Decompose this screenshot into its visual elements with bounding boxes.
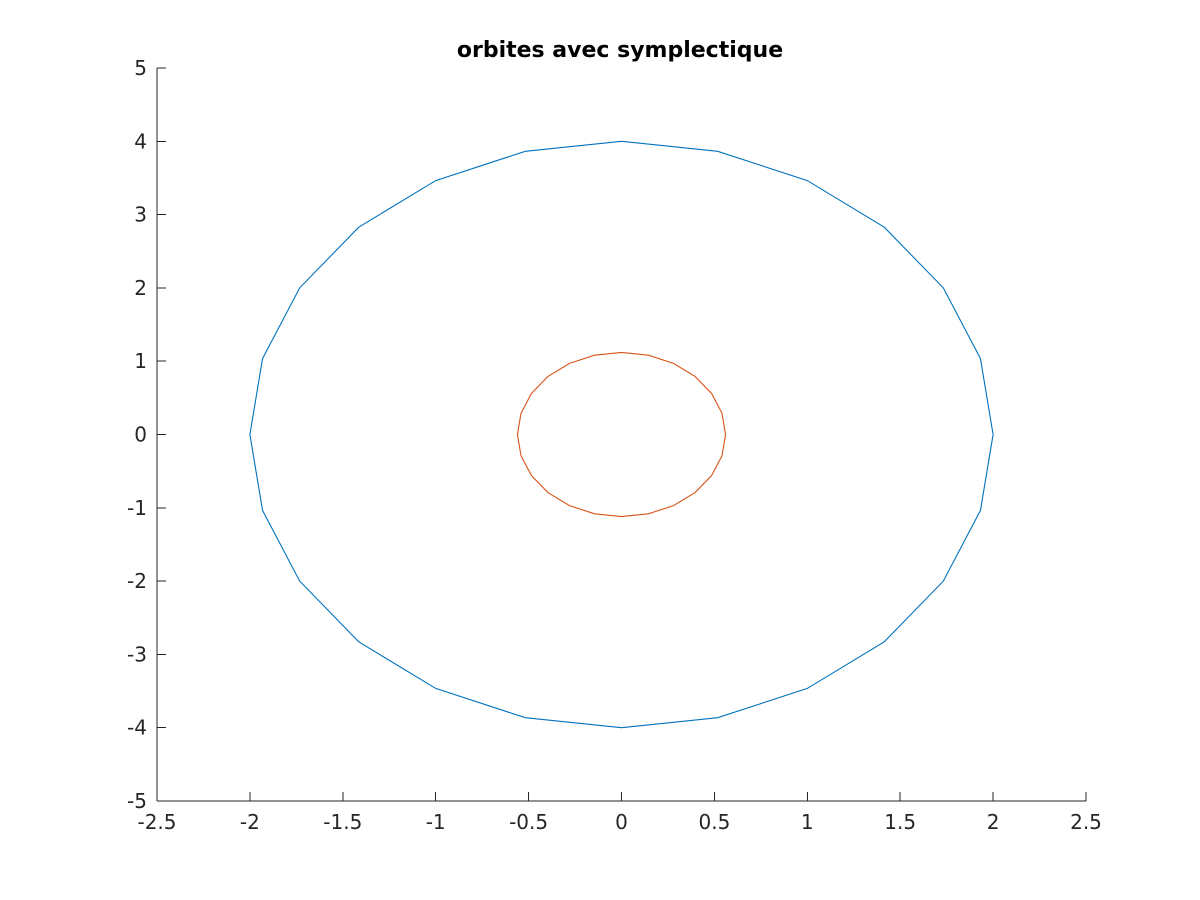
y-tick-label: -5 — [127, 789, 147, 813]
x-tick-label: 0 — [615, 810, 628, 834]
series-line-1 — [249, 140, 994, 729]
y-tick-label: 0 — [134, 423, 147, 447]
y-tick-label: -4 — [127, 716, 147, 740]
y-tick-label: 4 — [134, 129, 147, 153]
y-tick-label: 5 — [134, 56, 147, 80]
series-line-2 — [516, 351, 727, 518]
x-tick-label: 2.5 — [1070, 810, 1102, 834]
x-ticks: -2.5 -2 -1.5 -1 -0.5 0 0.5 1 1.5 2 2.5 — [137, 792, 1102, 834]
x-tick-label: 1.5 — [884, 810, 916, 834]
y-ticks: -5 -4 -3 -2 -1 0 1 2 3 4 5 — [127, 56, 166, 813]
x-tick-label: 1 — [801, 810, 814, 834]
y-tick-label: -1 — [127, 496, 147, 520]
axes-layer — [156, 68, 1086, 802]
chart-title: orbites avec symplectique — [457, 38, 783, 63]
x-tick-label: 0.5 — [698, 810, 730, 834]
y-tick-label: 1 — [134, 349, 147, 373]
x-tick-label: -2 — [240, 810, 260, 834]
x-tick-label: -1.5 — [323, 810, 362, 834]
x-tick-label: -1 — [426, 810, 446, 834]
y-tick-label: 3 — [134, 203, 147, 227]
x-tick-label: -2.5 — [137, 810, 176, 834]
x-tick-label: -0.5 — [509, 810, 548, 834]
x-tick-label: 2 — [987, 810, 1000, 834]
y-tick-label: -3 — [127, 642, 147, 666]
y-tick-label: 2 — [134, 276, 147, 300]
series-layer — [249, 140, 994, 729]
y-tick-label: -2 — [127, 569, 147, 593]
